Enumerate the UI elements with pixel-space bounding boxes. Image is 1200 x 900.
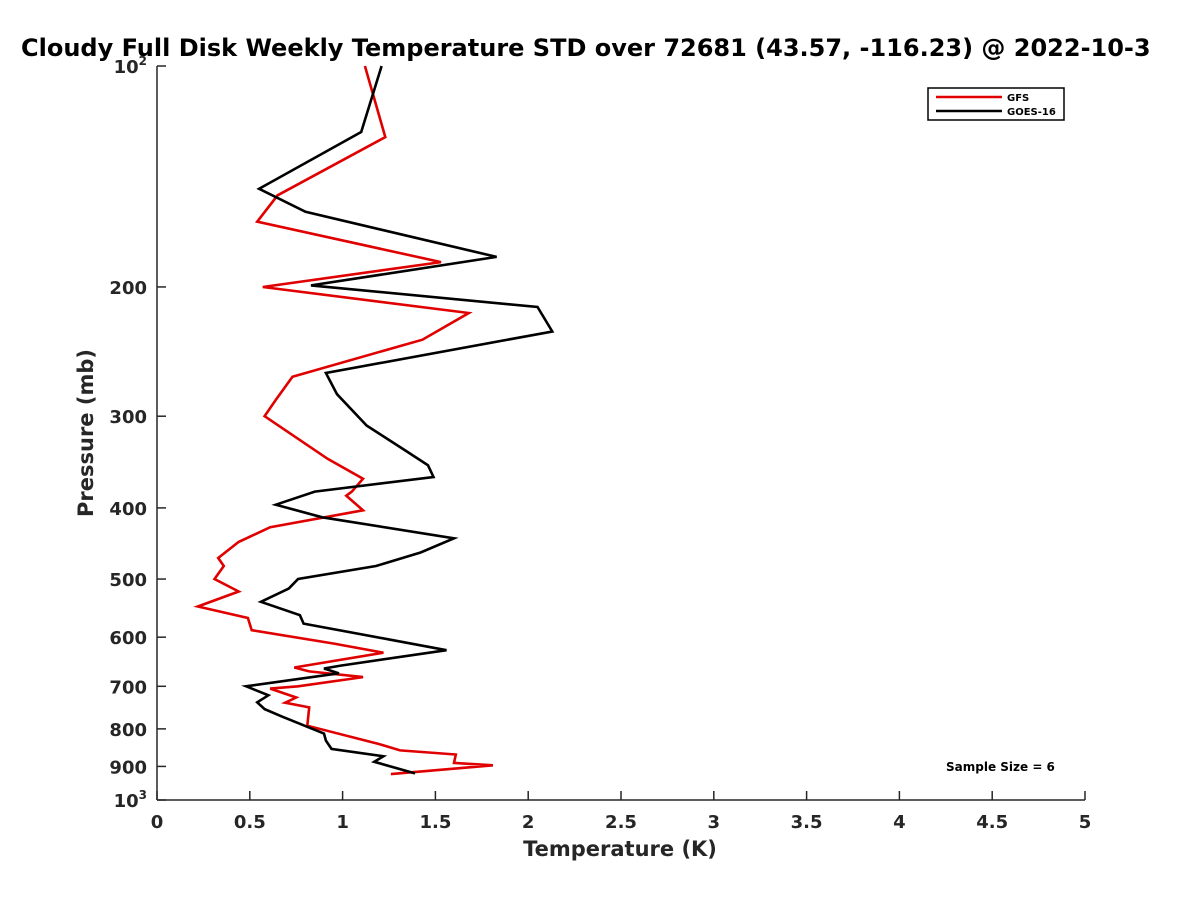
y-tick-label: 600 <box>109 628 147 649</box>
y-tick-label: 102 <box>114 54 147 78</box>
x-tick-label: 5 <box>1079 812 1092 833</box>
x-tick-label: 4 <box>893 812 906 833</box>
y-tick-label: 700 <box>109 677 147 698</box>
x-tick-label: 3.5 <box>791 812 823 833</box>
x-tick-label: 3 <box>708 812 721 833</box>
legend: GFS GOES-16 <box>927 87 1065 121</box>
series-line-gfs <box>193 65 494 776</box>
y-tick-label: 500 <box>109 570 147 591</box>
y-tick-label: 200 <box>109 278 147 299</box>
x-tick-label: 2 <box>522 812 535 833</box>
series-line-goes-16 <box>241 65 555 775</box>
y-tick-label: 800 <box>109 720 147 741</box>
legend-box <box>927 87 1065 121</box>
y-tick-label: 103 <box>114 788 147 812</box>
x-tick-label: 4.5 <box>976 812 1008 833</box>
x-tick-label: 1 <box>336 812 349 833</box>
x-tick-label: 1.5 <box>419 812 451 833</box>
x-tick-label: 0 <box>151 812 164 833</box>
sample-size-annotation: Sample Size = 6 <box>946 760 1055 774</box>
y-tick-label: 400 <box>109 499 147 520</box>
y-tick-label: 900 <box>109 757 147 778</box>
x-tick-label: 0.5 <box>234 812 266 833</box>
chart-title: Cloudy Full Disk Weekly Temperature STD … <box>21 34 1151 62</box>
y-axis: 102 200 300 400 500 600 700 800 900 103 <box>109 54 166 812</box>
x-axis: 0 0.5 1 1.5 2 2.5 3 3.5 4 4.5 5 <box>151 791 1092 833</box>
x-axis-label: Temperature (K) <box>523 837 717 861</box>
x-tick-label: 2.5 <box>605 812 637 833</box>
legend-label-gfs: GFS <box>1007 93 1029 104</box>
y-tick-label: 300 <box>109 407 147 428</box>
legend-label-goes-16: GOES-16 <box>1007 107 1056 118</box>
y-axis-label: Pressure (mb) <box>74 349 98 517</box>
series-group <box>193 65 555 776</box>
plot-area <box>156 66 1085 801</box>
